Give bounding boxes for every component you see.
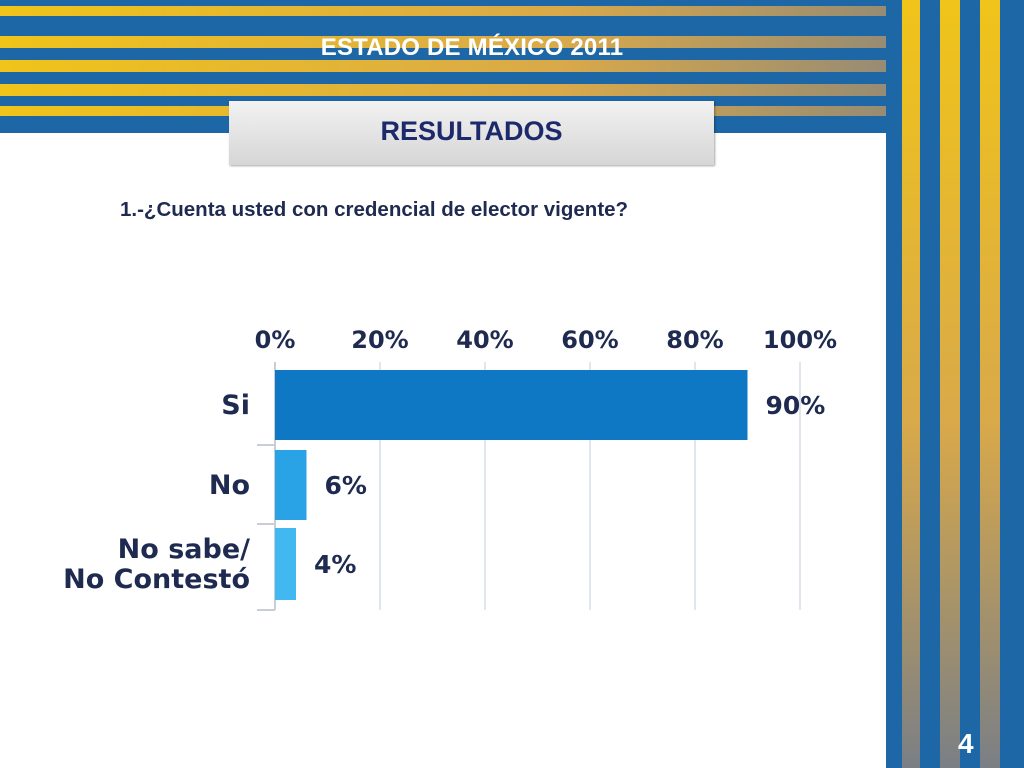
- slide-header-title: ESTADO DE MÉXICO 2011: [320, 34, 624, 61]
- right-gold-stripe: [940, 0, 960, 768]
- top-gold-stripe: [0, 60, 1024, 72]
- category-label: No sabe/No Contestó: [63, 534, 250, 595]
- x-tick-label: 100%: [763, 326, 837, 354]
- bar-no-sabe: [275, 528, 296, 600]
- category-label: No: [209, 470, 250, 501]
- top-gold-stripe: [0, 84, 1024, 96]
- value-label: 90%: [766, 391, 826, 420]
- right-gold-stripe: [980, 0, 1000, 768]
- value-label: 6%: [325, 471, 367, 500]
- x-tick-label: 80%: [666, 326, 723, 354]
- x-tick-label: 60%: [561, 326, 618, 354]
- content-panel: [0, 133, 886, 768]
- results-banner: RESULTADOS: [229, 101, 714, 165]
- value-label: 4%: [314, 550, 356, 579]
- page-number: 4: [958, 728, 974, 759]
- bar-si: [275, 370, 748, 440]
- x-tick-label: 20%: [351, 326, 408, 354]
- x-tick-label: 0%: [255, 326, 296, 354]
- top-gold-stripe: [0, 6, 1024, 16]
- top-gold-stripe: [0, 36, 1024, 48]
- bar-no: [275, 450, 307, 520]
- right-gold-stripe: [902, 0, 920, 768]
- category-label: Si: [221, 390, 250, 421]
- bar-chart: 0% 20% 40% 60% 80% 100% Si 90% No 6% No sabe/No Co…: [63, 326, 837, 611]
- x-tick-label: 40%: [456, 326, 513, 354]
- results-label: RESULTADOS: [380, 116, 563, 146]
- survey-question: 1.-¿Cuenta usted con credencial de elect…: [120, 198, 629, 221]
